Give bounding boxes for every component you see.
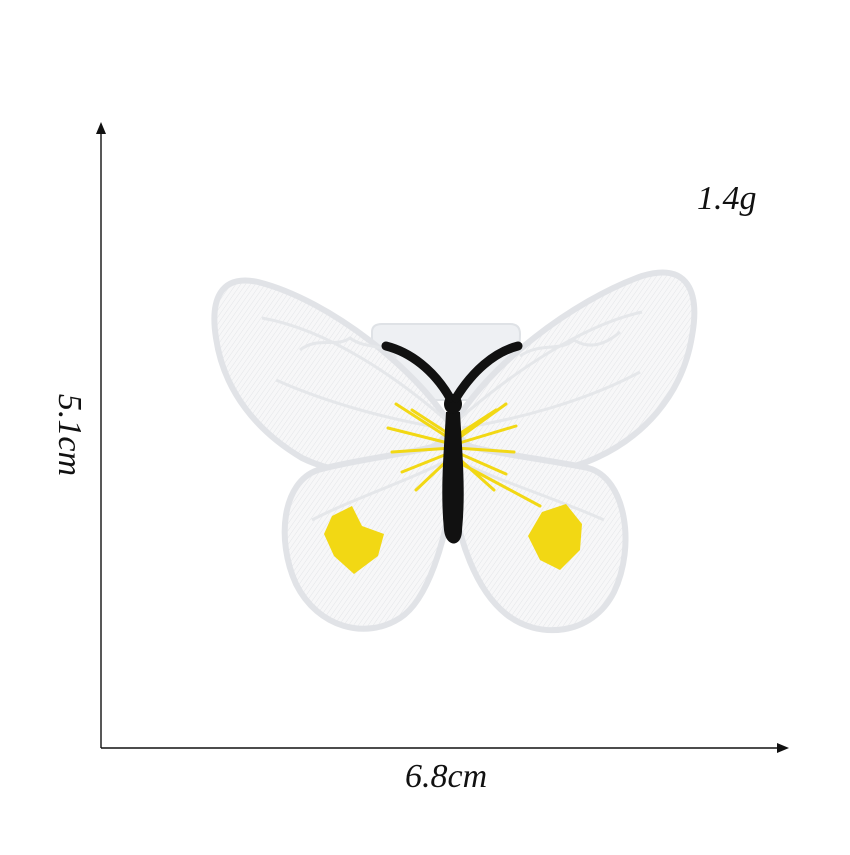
horizontal-axis-arrow <box>101 743 789 753</box>
butterfly-patch-icon <box>211 269 698 634</box>
height-label: 5.1cm <box>51 393 89 477</box>
weight-label: 1.4g <box>697 180 757 217</box>
width-label: 6.8cm <box>405 758 488 795</box>
vertical-axis-arrow <box>96 122 106 748</box>
